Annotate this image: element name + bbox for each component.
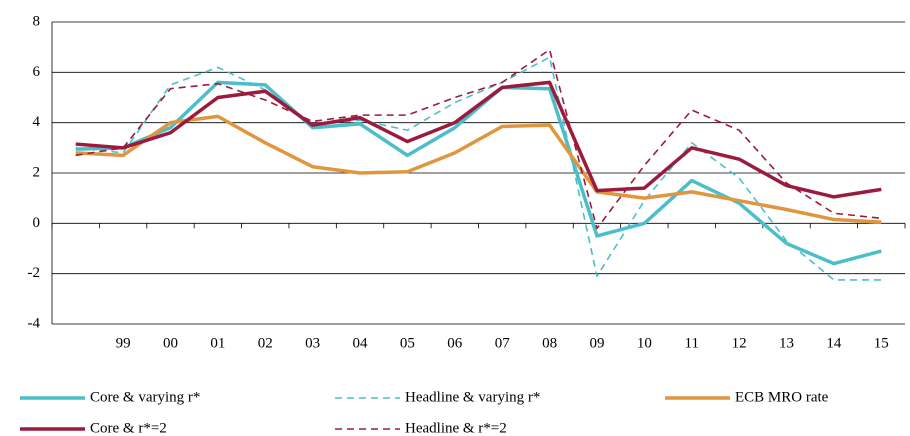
y-tick-label: 4 [33, 114, 41, 130]
series-line [75, 56, 882, 281]
legend-label: Core & varying r* [90, 389, 200, 405]
x-tick-label: 09 [589, 335, 604, 351]
legend-label: Core & r*=2 [90, 420, 167, 436]
y-tick-label: 8 [33, 13, 41, 29]
legend-label: Headline & varying r* [405, 389, 540, 405]
x-tick-label: 99 [116, 335, 131, 351]
x-tick-label: 15 [874, 335, 889, 351]
series-line [75, 114, 882, 224]
x-tick-label: 13 [779, 335, 794, 351]
x-tick-label: 10 [637, 335, 652, 351]
legend-label: Headline & r*=2 [405, 420, 507, 436]
y-tick-label: 6 [33, 64, 41, 80]
series-line [75, 48, 882, 230]
x-tick-label: 03 [305, 335, 320, 351]
legend-label: ECB MRO rate [735, 389, 829, 405]
series-line [75, 80, 882, 199]
y-tick-label: 2 [33, 164, 41, 180]
x-tick-label: 12 [732, 335, 747, 351]
y-tick-label: -2 [28, 265, 41, 281]
x-tick-label: 06 [447, 335, 463, 351]
x-tick-label: 04 [353, 335, 369, 351]
y-tick-label: -4 [28, 315, 41, 331]
x-tick-label: 14 [826, 335, 842, 351]
series-line [75, 80, 882, 266]
x-tick-label: 00 [163, 335, 178, 351]
y-tick-label: 0 [33, 215, 41, 231]
x-tick-label: 01 [210, 335, 225, 351]
x-tick-label: 07 [495, 335, 511, 351]
x-tick-label: 05 [400, 335, 415, 351]
x-tick-label: 08 [542, 335, 557, 351]
x-tick-label: 11 [685, 335, 699, 351]
x-tick-label: 02 [258, 335, 273, 351]
